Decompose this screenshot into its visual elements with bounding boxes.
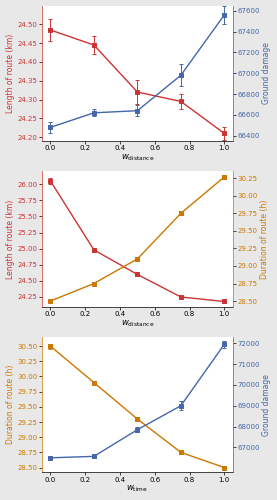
Y-axis label: Ground damage: Ground damage bbox=[262, 42, 271, 104]
Y-axis label: Ground damage: Ground damage bbox=[262, 374, 271, 436]
X-axis label: $w_{\mathrm{distance}}$: $w_{\mathrm{distance}}$ bbox=[121, 318, 154, 328]
Y-axis label: Length of route (km): Length of route (km) bbox=[6, 200, 15, 278]
Y-axis label: Length of route (km): Length of route (km) bbox=[6, 34, 15, 113]
Y-axis label: Duration of route (h): Duration of route (h) bbox=[260, 200, 269, 278]
X-axis label: $w_{\mathrm{time}}$: $w_{\mathrm{time}}$ bbox=[126, 484, 148, 494]
Y-axis label: Duration of route (h): Duration of route (h) bbox=[6, 365, 15, 444]
X-axis label: $w_{\mathrm{distance}}$: $w_{\mathrm{distance}}$ bbox=[121, 152, 154, 163]
